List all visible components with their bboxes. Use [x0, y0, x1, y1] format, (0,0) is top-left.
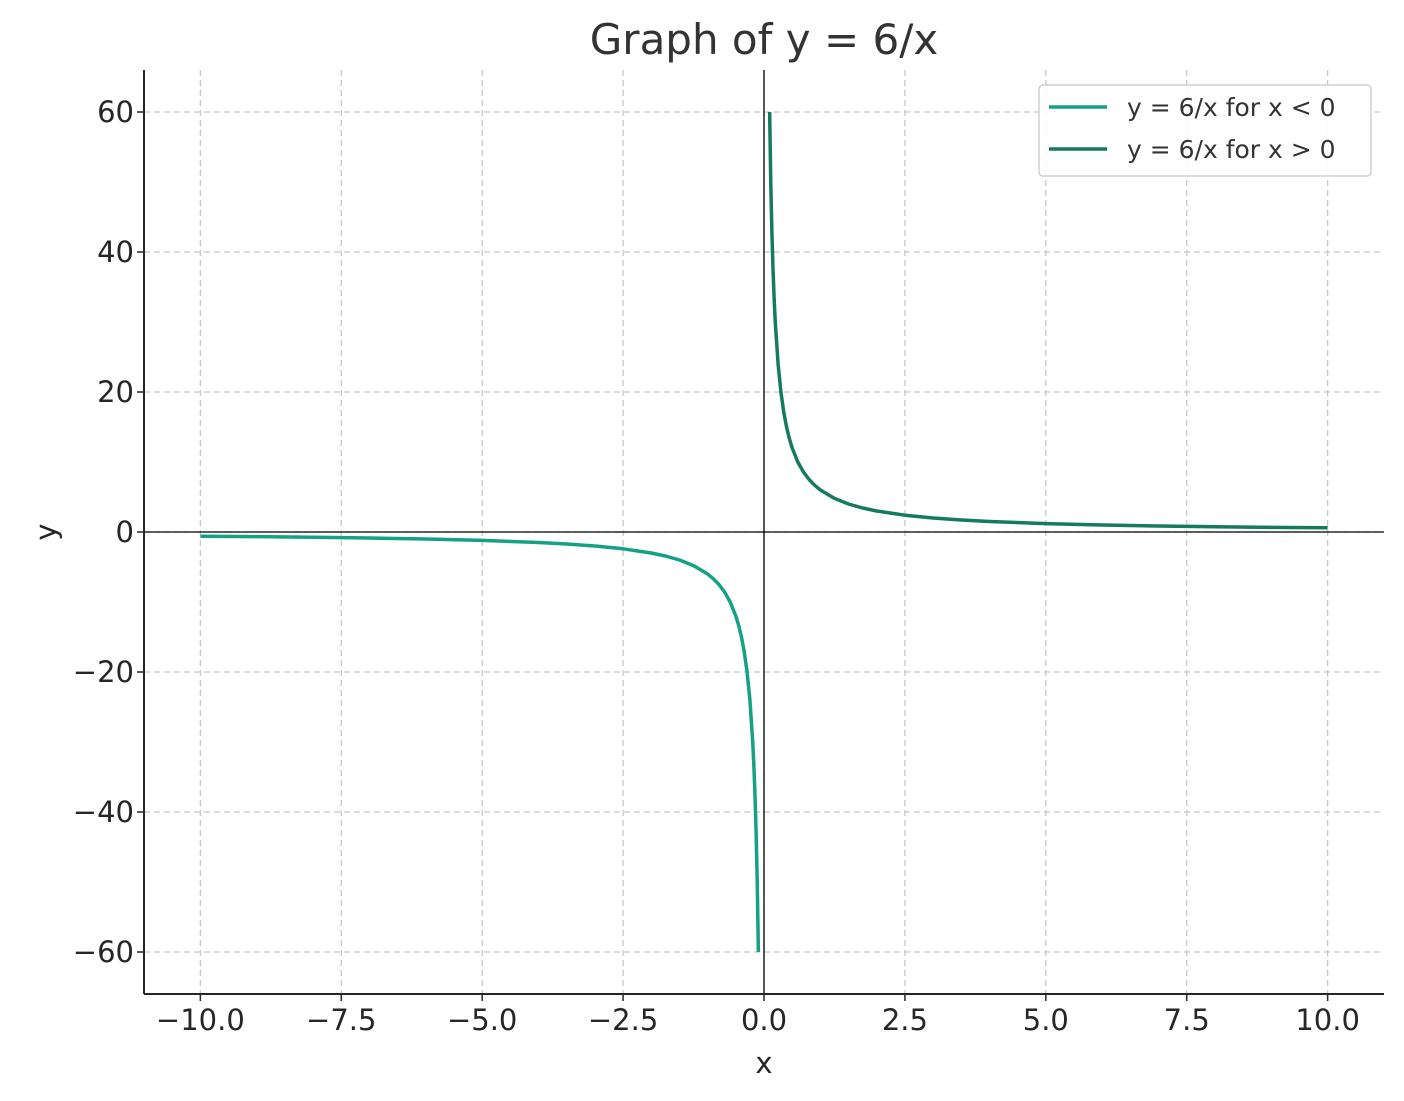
x-tick-label: −2.5: [588, 1003, 658, 1037]
reference-lines: [144, 70, 1384, 994]
series-line-positive: [767, 111, 1328, 530]
x-tick-label: 0.0: [741, 1003, 787, 1037]
y-tick-label: −40: [73, 795, 134, 829]
x-tick-label: 7.5: [1164, 1003, 1210, 1037]
legend: y = 6/x for x < 0 y = 6/x for x > 0: [1038, 84, 1372, 177]
x-ticks: −10.0 −7.5 −5.0 −2.5 0.0 2.5 5.0 7.5 10.0: [156, 994, 1360, 1037]
legend-label-positive: y = 6/x for x > 0: [1127, 135, 1336, 164]
y-tick-label: 60: [97, 95, 134, 129]
x-tick-label: −5.0: [447, 1003, 517, 1037]
chart-title: Graph of y = 6/x: [590, 15, 939, 64]
y-tick-label: 40: [97, 235, 134, 269]
series-line-negative: [200, 534, 761, 953]
y-axis-label: y: [29, 523, 63, 540]
x-tick-label: −10.0: [156, 1003, 245, 1037]
y-tick-label: 20: [97, 375, 134, 409]
x-tick-label: 2.5: [882, 1003, 928, 1037]
x-tick-label: 5.0: [1023, 1003, 1069, 1037]
legend-label-negative: y = 6/x for x < 0: [1127, 93, 1336, 122]
x-tick-label: −7.5: [306, 1003, 376, 1037]
legend-box: [1038, 84, 1372, 177]
y-tick-label: −20: [73, 655, 134, 689]
x-tick-label: 10.0: [1295, 1003, 1360, 1037]
x-axis-label: x: [755, 1046, 772, 1080]
y-tick-label: −60: [73, 935, 134, 969]
y-tick-label: 0: [116, 515, 134, 549]
y-ticks: −60 −40 −20 0 20 40 60: [73, 95, 144, 969]
series-layer: [200, 111, 1328, 953]
